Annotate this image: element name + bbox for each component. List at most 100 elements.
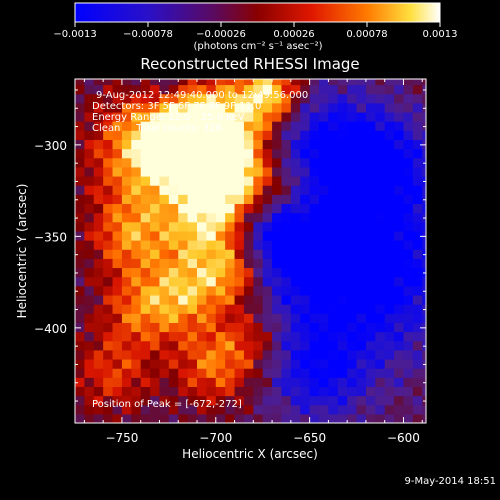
heatmap-cell — [93, 221, 104, 232]
heatmap-cell — [394, 130, 405, 140]
heatmap-cell — [187, 84, 198, 95]
heatmap-cell — [140, 121, 151, 131]
heatmap-cell — [356, 212, 367, 223]
heatmap-cell — [309, 313, 320, 323]
heatmap-cell — [272, 285, 283, 296]
heatmap-cell — [121, 304, 132, 314]
heatmap-cell — [93, 340, 104, 351]
heatmap-cell — [121, 203, 132, 214]
heatmap-cell — [394, 249, 405, 259]
colorbar-tick-label: 0.00078 — [346, 29, 387, 40]
heatmap-cell — [365, 377, 376, 388]
heatmap-cell — [422, 276, 426, 287]
heatmap-cell — [328, 102, 339, 113]
heatmap-cell — [403, 395, 414, 406]
heatmap-cell — [375, 185, 386, 195]
heatmap-cell — [197, 221, 207, 232]
heatmap-cell — [197, 194, 207, 205]
heatmap-cell — [347, 249, 358, 259]
heatmap-cell — [225, 139, 236, 150]
heatmap-cell — [253, 395, 264, 406]
heatmap-cell — [84, 377, 95, 388]
heatmap-cell — [365, 79, 376, 86]
heatmap-cell — [243, 79, 254, 86]
heatmap-cell — [328, 230, 339, 241]
heatmap-cell — [356, 148, 367, 159]
heatmap-cell — [281, 111, 292, 122]
heatmap-cell — [262, 175, 273, 186]
heatmap-cell — [300, 102, 311, 113]
heatmap-cell — [319, 331, 329, 342]
heatmap-cell — [412, 322, 423, 333]
heatmap-cell — [394, 285, 405, 296]
heatmap-cell — [178, 386, 189, 397]
heatmap-cell — [112, 340, 123, 351]
heatmap-cell — [328, 358, 339, 369]
heatmap-cell — [319, 258, 329, 269]
heatmap-cell — [365, 194, 376, 205]
heatmap-cell — [347, 139, 358, 150]
heatmap-cell — [131, 111, 142, 122]
heatmap-cell — [365, 121, 376, 131]
heatmap-cell — [375, 368, 386, 378]
heatmap-cell — [131, 102, 142, 113]
heatmap-cell — [93, 395, 104, 406]
heatmap-cell — [84, 93, 95, 104]
x-tick-label: −650 — [293, 431, 326, 445]
heatmap-cell — [84, 249, 95, 259]
heatmap-cell — [150, 111, 161, 122]
heatmap-cell — [103, 121, 114, 131]
heatmap-cell — [272, 322, 283, 333]
heatmap-cell — [319, 185, 329, 195]
heatmap-cell — [187, 148, 198, 159]
heatmap-cell — [225, 79, 236, 86]
heatmap-cell — [168, 139, 179, 150]
heatmap-cell — [234, 203, 245, 214]
heatmap-cell — [112, 377, 123, 388]
heatmap-cell — [150, 194, 161, 205]
heatmap-cell — [75, 368, 85, 378]
heatmap-cell — [375, 322, 386, 333]
heatmap-cell — [253, 340, 264, 351]
heatmap-cell — [281, 358, 292, 369]
heatmap-cell — [197, 185, 207, 195]
heatmap-cell — [243, 340, 254, 351]
heatmap-cell — [347, 358, 358, 369]
heatmap-cell — [178, 102, 189, 113]
heatmap-cell — [347, 413, 358, 423]
heatmap-cell — [150, 157, 161, 168]
heatmap-cell — [375, 221, 386, 232]
heatmap-cell — [281, 276, 292, 287]
heatmap-cell — [197, 358, 207, 369]
heatmap-cell — [84, 386, 95, 397]
heatmap-cell — [319, 340, 329, 351]
heatmap-cell — [328, 203, 339, 214]
heatmap-cell — [281, 212, 292, 223]
heatmap-cell — [384, 304, 395, 314]
heatmap-cell — [140, 93, 151, 104]
heatmap-cell — [243, 285, 254, 296]
heatmap-cell — [272, 258, 283, 269]
heatmap-cell — [300, 294, 311, 305]
heatmap-cell — [103, 313, 114, 323]
heatmap-cell — [93, 377, 104, 388]
heatmap-cell — [412, 203, 423, 214]
heatmap-cell — [103, 358, 114, 369]
heatmap-cell — [140, 185, 151, 195]
heatmap-cell — [319, 194, 329, 205]
heatmap-cell — [150, 377, 161, 388]
heatmap-cell — [422, 258, 426, 269]
heatmap-cell — [384, 258, 395, 269]
heatmap-cell — [103, 276, 114, 287]
heatmap-cell — [347, 267, 358, 278]
heatmap-cell — [281, 377, 292, 388]
heatmap-cell — [75, 313, 85, 323]
heatmap-cell — [206, 322, 217, 333]
heatmap-cell — [319, 377, 329, 388]
heatmap-cell — [234, 377, 245, 388]
heatmap-cell — [290, 358, 301, 369]
heatmap-cell — [262, 313, 273, 323]
heatmap-cell — [328, 368, 339, 378]
heatmap-cell — [215, 84, 226, 95]
heatmap-cell — [140, 148, 151, 159]
